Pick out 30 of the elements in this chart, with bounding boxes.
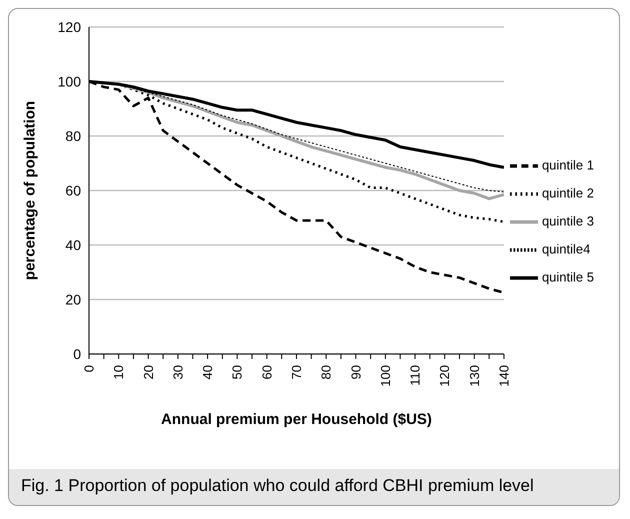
y-tick-label: 40 (65, 236, 82, 253)
x-axis-title: Annual premium per Household ($US) (161, 411, 432, 428)
x-tick-label: 30 (170, 365, 186, 380)
y-tick-label: 80 (65, 128, 82, 144)
legend-label: quintile 1 (542, 156, 594, 172)
legend-label: quintile4 (542, 240, 590, 256)
y-tick-label: 60 (65, 182, 82, 198)
x-tick-label: 130 (466, 365, 482, 387)
legend-label: quintile 2 (542, 184, 594, 200)
x-tick-label: 20 (140, 365, 156, 380)
y-tick-label: 20 (65, 291, 82, 308)
y-tick-label: 0 (73, 346, 82, 362)
legend-label: quintile 5 (542, 268, 594, 284)
y-tick-label: 120 (58, 18, 82, 35)
y-tick-label: 100 (58, 73, 82, 90)
x-tick-label: 10 (111, 365, 126, 380)
x-tick-label: 120 (437, 365, 452, 387)
x-tick-label: 50 (230, 365, 245, 380)
legend-label: quintile 3 (542, 212, 594, 228)
x-tick-label: 100 (378, 365, 393, 387)
x-tick-label: 90 (348, 365, 364, 380)
x-tick-label: 40 (200, 365, 216, 380)
x-tick-label: 60 (259, 365, 274, 380)
x-tick-label: 140 (496, 365, 512, 387)
caption: Fig. 1 Proportion of population who could afford CBHI premium level (9, 469, 619, 505)
x-tick-label: 80 (318, 365, 334, 380)
x-tick-label: 110 (408, 365, 423, 386)
x-tick-label: 70 (288, 365, 304, 380)
x-tick-label: 0 (82, 365, 96, 372)
y-axis-title: percentage of population (21, 100, 38, 280)
